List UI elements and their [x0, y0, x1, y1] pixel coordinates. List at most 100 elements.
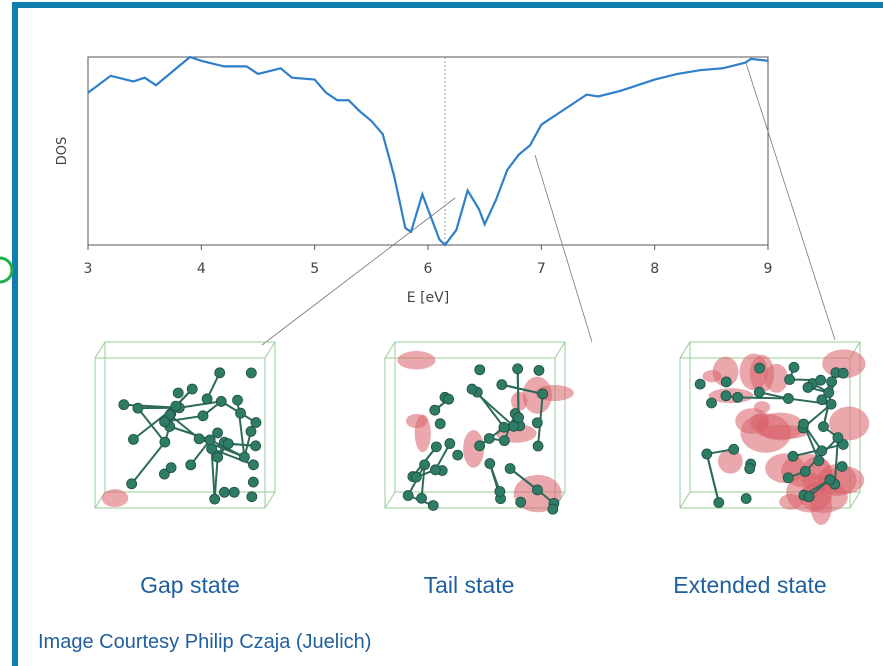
- atom: [532, 485, 542, 495]
- atom: [119, 400, 129, 410]
- x-tick-label: 4: [197, 261, 206, 277]
- atom: [533, 441, 543, 451]
- atom: [247, 492, 257, 502]
- atom: [534, 365, 544, 375]
- atom: [825, 475, 835, 485]
- atom: [516, 497, 526, 507]
- caption: Extended state: [673, 572, 826, 598]
- atom: [499, 422, 509, 432]
- atom: [194, 434, 204, 444]
- x-axis-label: E [eV]: [407, 290, 449, 306]
- atom: [788, 451, 798, 461]
- connector: [535, 155, 592, 342]
- cell-box: [95, 342, 275, 508]
- atom: [166, 463, 176, 473]
- decoration: [0, 258, 12, 282]
- x-tick-label: 5: [310, 261, 319, 277]
- atom: [827, 377, 837, 387]
- atom: [824, 388, 834, 398]
- atom: [833, 433, 843, 443]
- atom: [702, 449, 712, 459]
- atom: [499, 436, 509, 446]
- atom: [484, 433, 494, 443]
- atom: [233, 395, 243, 405]
- atom: [548, 504, 558, 514]
- atom: [186, 460, 196, 470]
- atom: [248, 460, 258, 470]
- atom: [215, 368, 225, 378]
- atom: [210, 494, 220, 504]
- atom: [695, 379, 705, 389]
- atom: [198, 411, 208, 421]
- atom: [733, 392, 743, 402]
- isosurface: [739, 354, 767, 391]
- atom: [173, 388, 183, 398]
- x-tick-label: 9: [764, 261, 773, 277]
- atom: [420, 460, 430, 470]
- bond: [707, 454, 719, 503]
- atom: [133, 403, 143, 413]
- atom: [219, 487, 229, 497]
- atom: [755, 363, 765, 373]
- plot-frame: [88, 57, 768, 245]
- atom: [213, 452, 223, 462]
- atom: [216, 396, 226, 406]
- atom: [745, 464, 755, 474]
- slide: DOS E [eV] Gap state Tail state Extended…: [0, 0, 883, 666]
- atom: [475, 365, 485, 375]
- caption: Gap state: [140, 572, 240, 598]
- atom: [248, 477, 258, 487]
- atom: [513, 364, 523, 374]
- slide-border: [15, 5, 883, 666]
- atom: [467, 384, 477, 394]
- atom: [430, 465, 440, 475]
- atom: [246, 368, 256, 378]
- atom: [127, 479, 137, 489]
- atom: [817, 446, 827, 456]
- atom: [804, 492, 814, 502]
- atom: [171, 401, 181, 411]
- atom: [838, 368, 848, 378]
- x-tick-label: 6: [424, 261, 433, 277]
- isosurface: [102, 489, 128, 507]
- atom: [207, 444, 217, 454]
- atom: [239, 452, 249, 462]
- atom: [417, 493, 427, 503]
- atom: [485, 459, 495, 469]
- atom: [430, 405, 440, 415]
- atom: [453, 450, 463, 460]
- atom: [783, 473, 793, 483]
- atom: [803, 382, 813, 392]
- atom: [428, 500, 438, 510]
- atom: [497, 380, 507, 390]
- atom: [818, 422, 828, 432]
- atom: [160, 417, 170, 427]
- atom: [837, 461, 847, 471]
- isosurface: [757, 413, 804, 441]
- atom: [229, 487, 239, 497]
- credit: Image Courtesy Philip Czaja (Juelich): [38, 631, 371, 653]
- atom: [538, 389, 548, 399]
- atom: [814, 456, 824, 466]
- atom: [205, 435, 215, 445]
- atom: [826, 399, 836, 409]
- atom: [475, 441, 485, 451]
- atom: [721, 391, 731, 401]
- atom: [505, 464, 515, 474]
- atom: [741, 494, 751, 504]
- chart: DOS E [eV] Gap state Tail state Extended…: [0, 0, 883, 666]
- bond: [738, 397, 789, 398]
- atom: [800, 466, 810, 476]
- isosurface: [415, 415, 431, 453]
- atom: [223, 439, 233, 449]
- atom: [251, 441, 261, 451]
- bond: [132, 442, 165, 484]
- atom: [785, 375, 795, 385]
- atom: [799, 419, 809, 429]
- atom: [721, 377, 731, 387]
- caption: Tail state: [424, 572, 515, 598]
- atom: [236, 408, 246, 418]
- atom: [714, 498, 724, 508]
- atom: [754, 387, 764, 397]
- atom: [160, 437, 170, 447]
